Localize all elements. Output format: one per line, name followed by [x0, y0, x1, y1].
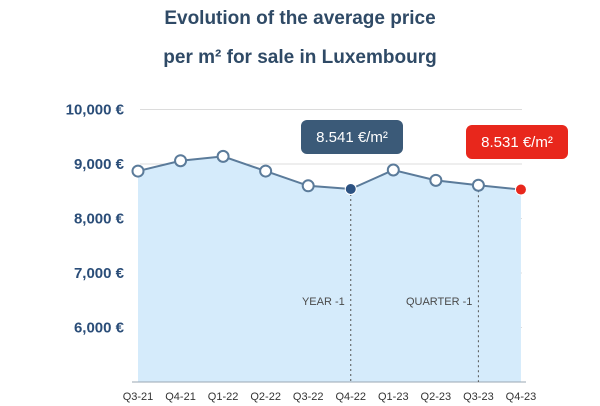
data-point	[429, 173, 443, 187]
chart-title-line-2: per m² for sale in Luxembourg	[163, 47, 437, 68]
data-point	[386, 163, 400, 177]
callout-box	[301, 120, 403, 154]
annotation-label: YEAR -1	[302, 296, 345, 308]
data-point	[174, 154, 188, 168]
y-tick-label: 9,000 €	[74, 156, 125, 173]
x-tick-label: Q4-23	[506, 391, 537, 403]
x-tick-label: Q1-23	[378, 391, 409, 403]
data-point	[131, 164, 145, 178]
x-tick-label: Q4-22	[335, 391, 366, 403]
data-point	[259, 164, 273, 178]
annotation-label: QUARTER -1	[406, 296, 472, 308]
data-point-highlight	[344, 183, 357, 196]
data-point	[471, 178, 485, 192]
x-tick-label: Q3-21	[123, 391, 154, 403]
area-fill	[138, 156, 521, 382]
x-tick-label: Q2-22	[250, 391, 281, 403]
data-point-current	[514, 183, 527, 196]
x-tick-label: Q3-23	[463, 391, 494, 403]
chart-title-line-1: Evolution of the average price	[164, 8, 436, 29]
y-tick-label: 7,000 €	[74, 265, 125, 282]
y-tick-label: 10,000 €	[66, 102, 125, 119]
x-tick-label: Q2-23	[421, 391, 452, 403]
callout-label: 8.541 €/m²	[316, 129, 388, 146]
y-tick-label: 8,000 €	[74, 211, 125, 228]
y-tick-label: 6,000 €	[74, 320, 125, 337]
x-tick-label: Q3-22	[293, 391, 324, 403]
data-point	[301, 179, 315, 193]
data-point	[216, 149, 230, 163]
x-tick-label: Q1-22	[208, 391, 239, 403]
callout-label: 8.531 €/m²	[481, 134, 553, 151]
x-tick-label: Q4-21	[165, 391, 196, 403]
series-line	[137, 155, 522, 191]
callout-box	[466, 125, 568, 159]
